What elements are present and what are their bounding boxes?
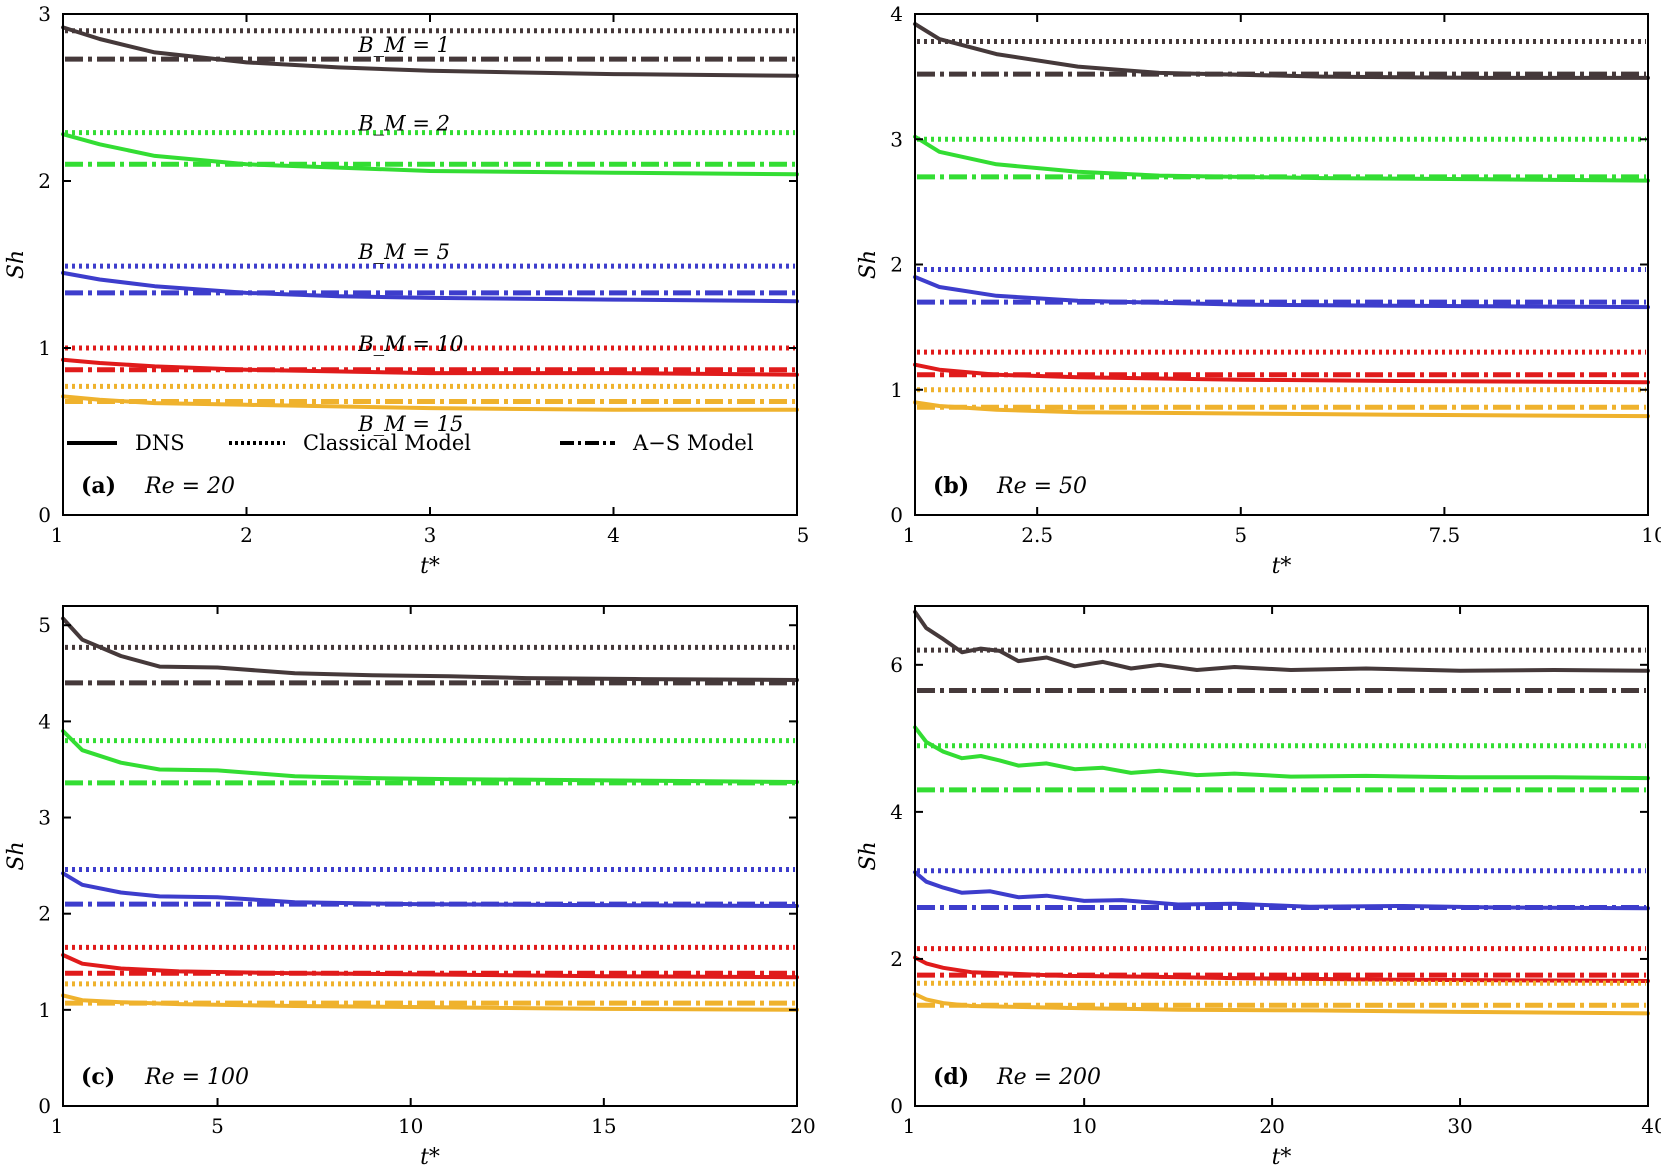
re-label: Re = 100 bbox=[144, 1065, 249, 1090]
x-tick-label: 1 bbox=[51, 523, 64, 547]
re-label: Re = 200 bbox=[996, 1065, 1101, 1090]
panel-label: (b) bbox=[933, 473, 969, 499]
y-axis-title: Sh bbox=[856, 250, 881, 279]
y-tick-label: 1 bbox=[38, 336, 51, 360]
legend-label-classical: Classical Model bbox=[303, 431, 471, 455]
dns-line-bm5 bbox=[61, 270, 799, 304]
y-tick-label: 2 bbox=[38, 902, 51, 926]
x-tick-label: 40 bbox=[1641, 1114, 1661, 1138]
re-label: Re = 50 bbox=[996, 474, 1087, 499]
x-tick-label: 15 bbox=[591, 1114, 616, 1138]
panel-label: (c) bbox=[81, 1064, 115, 1090]
x-tick-label: 1 bbox=[903, 1114, 916, 1138]
y-tick-label: 0 bbox=[890, 503, 903, 527]
legend-label-dns: DNS bbox=[135, 431, 185, 455]
dns-line-bm2 bbox=[913, 134, 1650, 183]
y-axis-title: Sh bbox=[856, 841, 881, 870]
x-tick-label: 2 bbox=[240, 523, 253, 547]
dns-line-bm2 bbox=[61, 132, 799, 177]
x-tick-label: 1 bbox=[51, 1114, 64, 1138]
dns-line-bm10 bbox=[913, 362, 1650, 385]
y-tick-label: 1 bbox=[890, 378, 903, 402]
dns-line-bm1 bbox=[61, 616, 799, 682]
dns-line-bm10 bbox=[61, 953, 799, 980]
dns-line-bm15 bbox=[913, 992, 1650, 1016]
axes-frame bbox=[914, 13, 1649, 516]
bm-annotation: B_M = 1 bbox=[357, 33, 450, 57]
x-tick-label: 5 bbox=[211, 1114, 224, 1138]
x-tick-label: 2.5 bbox=[1021, 523, 1053, 547]
re-label: Re = 20 bbox=[144, 474, 235, 499]
y-tick-label: 5 bbox=[38, 613, 51, 637]
dns-line-bm15 bbox=[61, 394, 799, 412]
y-tick-label: 0 bbox=[890, 1094, 903, 1118]
y-axis-title: Sh bbox=[4, 250, 29, 279]
panel-d: 1 10 20 30 40 0 2 4 6 t* Sh (d) Re = 200 bbox=[856, 605, 1661, 1170]
x-tick-label: 4 bbox=[607, 523, 620, 547]
panel-label: (a) bbox=[81, 473, 116, 499]
bm-annotation: B_M = 10 bbox=[357, 332, 463, 356]
x-tick-label: 1 bbox=[903, 523, 916, 547]
axes-frame bbox=[62, 605, 798, 1107]
legend-label-as: A−S Model bbox=[632, 431, 754, 455]
dns-line-bm15 bbox=[61, 993, 799, 1012]
x-tick-label: 5 bbox=[797, 523, 810, 547]
x-tick-label: 5 bbox=[1234, 523, 1247, 547]
y-tick-label: 2 bbox=[890, 253, 903, 277]
y-tick-label: 0 bbox=[38, 503, 51, 527]
dns-line-bm5 bbox=[61, 871, 799, 908]
x-axis-title: t* bbox=[1272, 554, 1292, 579]
x-tick-label: 10 bbox=[1071, 1114, 1096, 1138]
dns-line-bm5 bbox=[913, 275, 1650, 310]
x-tick-label: 20 bbox=[790, 1114, 815, 1138]
x-tick-label: 30 bbox=[1447, 1114, 1472, 1138]
y-tick-label: 4 bbox=[38, 709, 51, 733]
x-tick-label: 7.5 bbox=[1428, 523, 1460, 547]
dns-line-bm1 bbox=[61, 25, 799, 78]
axes-frame bbox=[914, 605, 1649, 1107]
x-axis-title: t* bbox=[420, 554, 440, 579]
dns-line-bm2 bbox=[61, 729, 799, 784]
dns-line-bm10 bbox=[61, 357, 799, 377]
y-tick-label: 3 bbox=[38, 806, 51, 830]
y-tick-label: 6 bbox=[890, 653, 903, 677]
bm-annotation: B_M = 15 bbox=[357, 412, 463, 436]
y-tick-label: 2 bbox=[38, 169, 51, 193]
dns-line-bm1 bbox=[913, 609, 1650, 673]
x-tick-label: 20 bbox=[1259, 1114, 1284, 1138]
x-tick-label: 10 bbox=[398, 1114, 423, 1138]
panel-label: (d) bbox=[933, 1064, 969, 1090]
y-tick-label: 0 bbox=[38, 1094, 51, 1118]
dns-line-bm2 bbox=[913, 725, 1650, 781]
y-axis-title: Sh bbox=[4, 841, 29, 870]
x-axis-title: t* bbox=[1272, 1145, 1292, 1170]
x-axis-title: t* bbox=[420, 1145, 440, 1170]
x-tick-label: 10 bbox=[1641, 523, 1661, 547]
dns-line-bm10 bbox=[913, 955, 1650, 983]
x-tick-label: 3 bbox=[424, 523, 437, 547]
y-tick-label: 4 bbox=[890, 2, 903, 26]
y-tick-label: 4 bbox=[890, 800, 903, 824]
bm-annotation: B_M = 5 bbox=[357, 240, 450, 264]
dns-line-bm15 bbox=[913, 400, 1650, 419]
y-tick-label: 2 bbox=[890, 947, 903, 971]
dns-line-bm1 bbox=[913, 22, 1650, 80]
dns-line-bm5 bbox=[913, 870, 1650, 911]
bm-annotation: B_M = 2 bbox=[357, 112, 450, 136]
y-tick-label: 1 bbox=[38, 998, 51, 1022]
y-tick-label: 3 bbox=[38, 2, 51, 26]
y-tick-label: 3 bbox=[890, 127, 903, 151]
